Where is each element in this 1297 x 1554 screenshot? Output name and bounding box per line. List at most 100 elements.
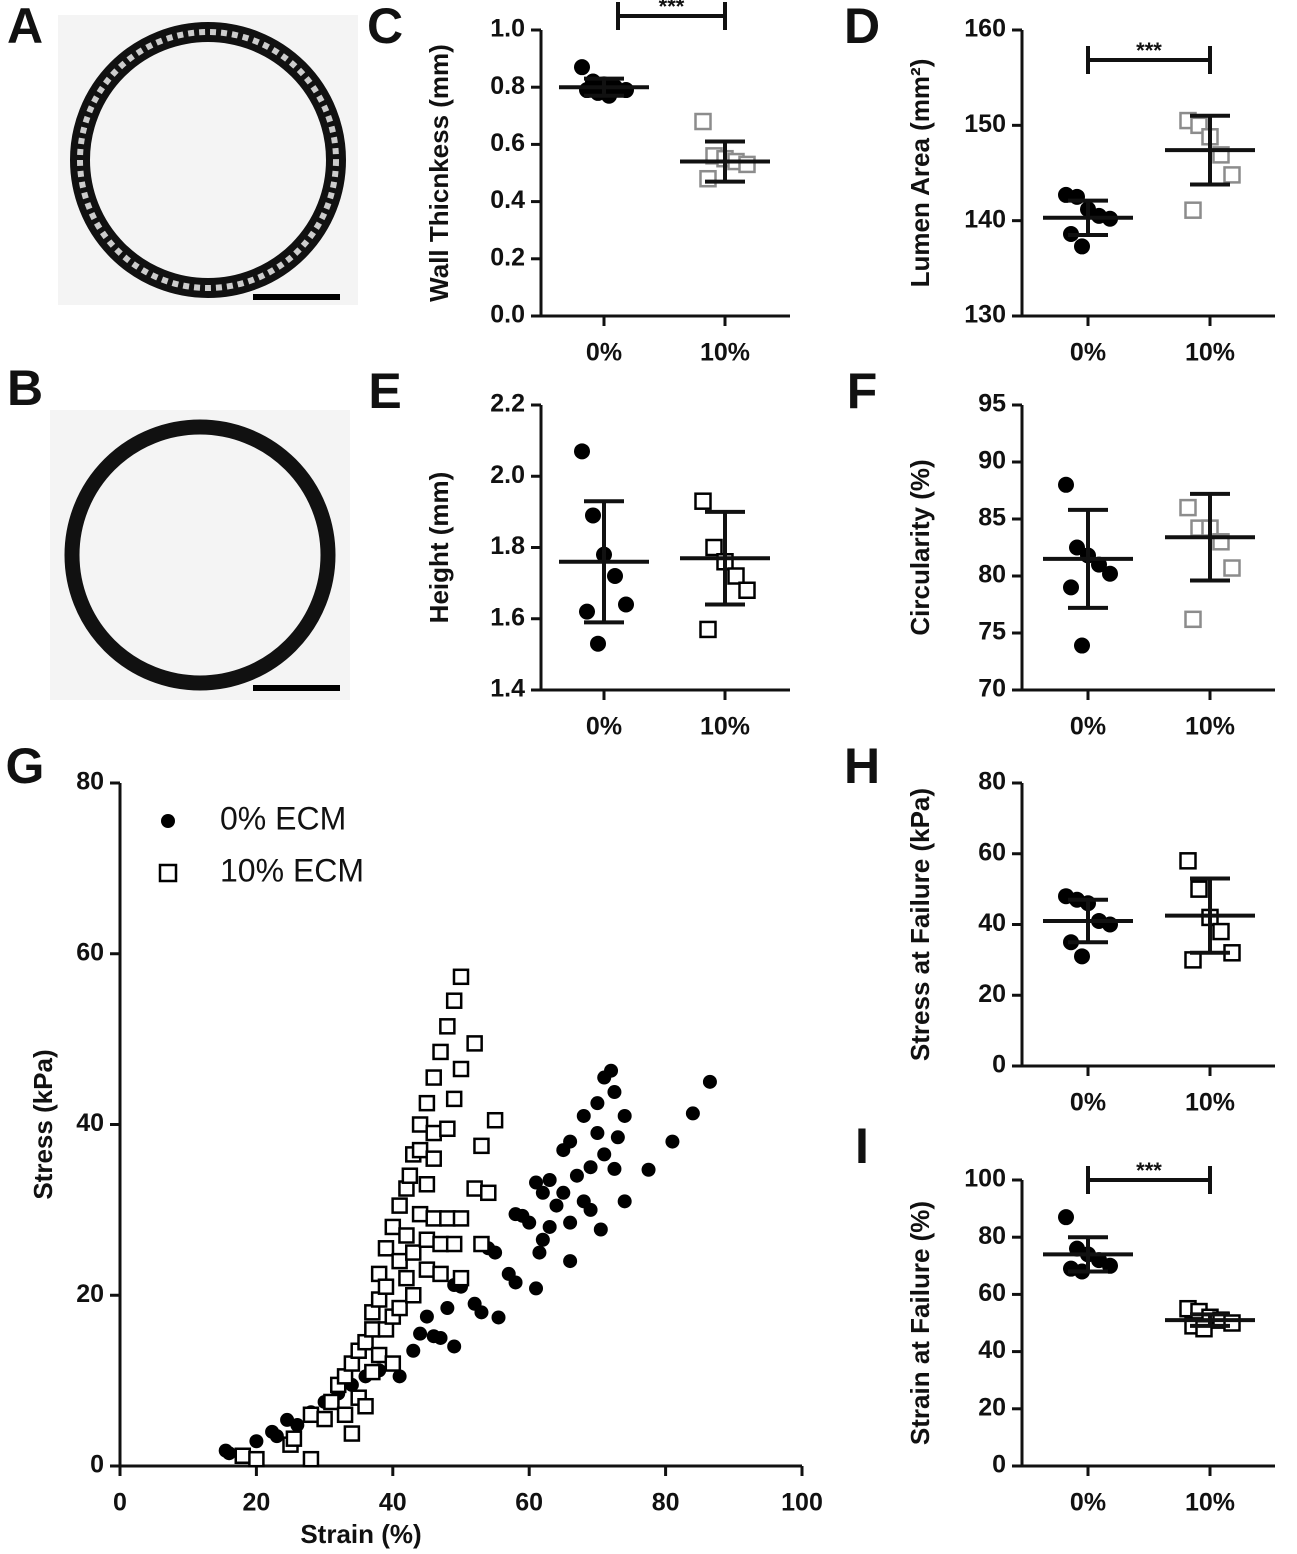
- x-tick-label: 0%: [586, 339, 622, 367]
- data-point: [425, 1210, 442, 1227]
- data-point: [370, 1346, 388, 1364]
- data-point: [532, 1245, 547, 1260]
- group: [680, 492, 770, 639]
- data-point: [398, 1227, 415, 1244]
- data-point: [1223, 166, 1241, 184]
- y-tick-label: 20: [978, 1393, 1006, 1421]
- data-point: [583, 1160, 598, 1175]
- data-point: [486, 1111, 504, 1129]
- data-point: [425, 1124, 442, 1142]
- data-point: [522, 1215, 537, 1230]
- y-axis-label: Stress at Failure (kPa): [905, 788, 935, 1061]
- data-point: [542, 1172, 557, 1187]
- x-tick-label: 10%: [1185, 1089, 1235, 1117]
- data-point: [694, 492, 712, 510]
- y-tick-label: 80: [76, 768, 104, 796]
- panel-letter: I: [855, 1118, 869, 1174]
- data-point: [377, 1240, 395, 1257]
- y-tick-label: 40: [978, 1336, 1006, 1364]
- data-point: [1074, 637, 1090, 654]
- data-point: [529, 1175, 544, 1190]
- y-tick-label: 80: [978, 768, 1006, 796]
- data-point: [1102, 565, 1118, 582]
- data-point: [590, 1126, 605, 1141]
- data-point: [1184, 201, 1202, 219]
- data-point: [452, 968, 470, 986]
- legend-marker: [158, 863, 178, 883]
- photo-background: [50, 410, 350, 700]
- data-point: [445, 992, 463, 1009]
- data-point: [249, 1434, 264, 1449]
- data-point: [491, 1310, 506, 1325]
- data-point: [563, 1215, 578, 1230]
- data-point: [617, 1108, 632, 1123]
- data-point: [432, 1235, 449, 1253]
- data-point: [610, 1130, 625, 1145]
- data-point: [1212, 922, 1230, 941]
- data-point: [248, 1450, 265, 1468]
- data-point: [1223, 1314, 1241, 1332]
- error-bar: [1190, 113, 1230, 187]
- legend-label: 10% ECM: [220, 852, 364, 888]
- data-point: [480, 1184, 497, 1202]
- data-point: [222, 1446, 237, 1461]
- data-point: [593, 1222, 608, 1237]
- data-point: [364, 1321, 381, 1338]
- x-tick-label: 0%: [1070, 1089, 1106, 1117]
- y-tick-label: 2.2: [490, 390, 525, 418]
- data-point: [607, 568, 623, 584]
- data-point: [425, 1150, 442, 1167]
- group: [1043, 186, 1133, 255]
- data-point: [535, 1232, 550, 1247]
- error-bar: [1068, 1235, 1108, 1274]
- data-point: [1102, 916, 1118, 933]
- y-tick-label: 2.0: [490, 461, 525, 489]
- data-point: [473, 1235, 490, 1253]
- data-point: [738, 581, 756, 599]
- data-point: [336, 1406, 354, 1424]
- data-point: [432, 1043, 449, 1061]
- data-point: [508, 1275, 523, 1290]
- data-point: [343, 1425, 361, 1442]
- panel-letter: D: [844, 0, 880, 54]
- data-point: [357, 1397, 374, 1415]
- data-point: [364, 1363, 381, 1381]
- error-bar: [1068, 198, 1108, 237]
- legend-label: 0% ECM: [220, 800, 346, 836]
- data-point: [269, 1429, 284, 1444]
- data-point: [452, 1210, 470, 1227]
- data-point: [1058, 476, 1074, 493]
- x-tick-label: 100: [781, 1489, 823, 1517]
- y-tick-label: 160: [964, 15, 1006, 43]
- significance-label: ***: [1136, 38, 1162, 63]
- ring: [64, 419, 336, 691]
- panel-letter: C: [367, 0, 403, 54]
- data-point: [452, 1269, 470, 1287]
- group: [1165, 852, 1255, 969]
- data-point: [474, 1305, 489, 1320]
- group: [1165, 1299, 1255, 1338]
- data-point: [392, 1369, 407, 1384]
- data-point: [445, 1090, 463, 1108]
- significance-label: ***: [659, 0, 685, 19]
- data-point: [1069, 539, 1085, 556]
- y-tick-label: 150: [964, 110, 1006, 138]
- data-point: [440, 1301, 455, 1316]
- error-bar: [1190, 876, 1230, 955]
- data-point: [413, 1326, 428, 1341]
- data-point: [405, 1287, 422, 1304]
- data-point: [418, 1231, 436, 1249]
- panel-letter: F: [847, 363, 878, 419]
- significance-label: ***: [1136, 1158, 1162, 1183]
- data-point: [377, 1278, 395, 1295]
- legend-marker: [161, 814, 175, 828]
- x-tick-label: 0%: [1070, 713, 1106, 741]
- data-point: [665, 1134, 680, 1149]
- y-tick-label: 75: [978, 618, 1006, 646]
- data-point: [1190, 880, 1208, 898]
- error-bar: [1068, 897, 1108, 945]
- y-tick-label: 0: [992, 1451, 1006, 1479]
- y-axis-label: Stress (kPa): [28, 1049, 58, 1199]
- data-point: [574, 59, 590, 76]
- x-tick-label: 20: [242, 1489, 270, 1517]
